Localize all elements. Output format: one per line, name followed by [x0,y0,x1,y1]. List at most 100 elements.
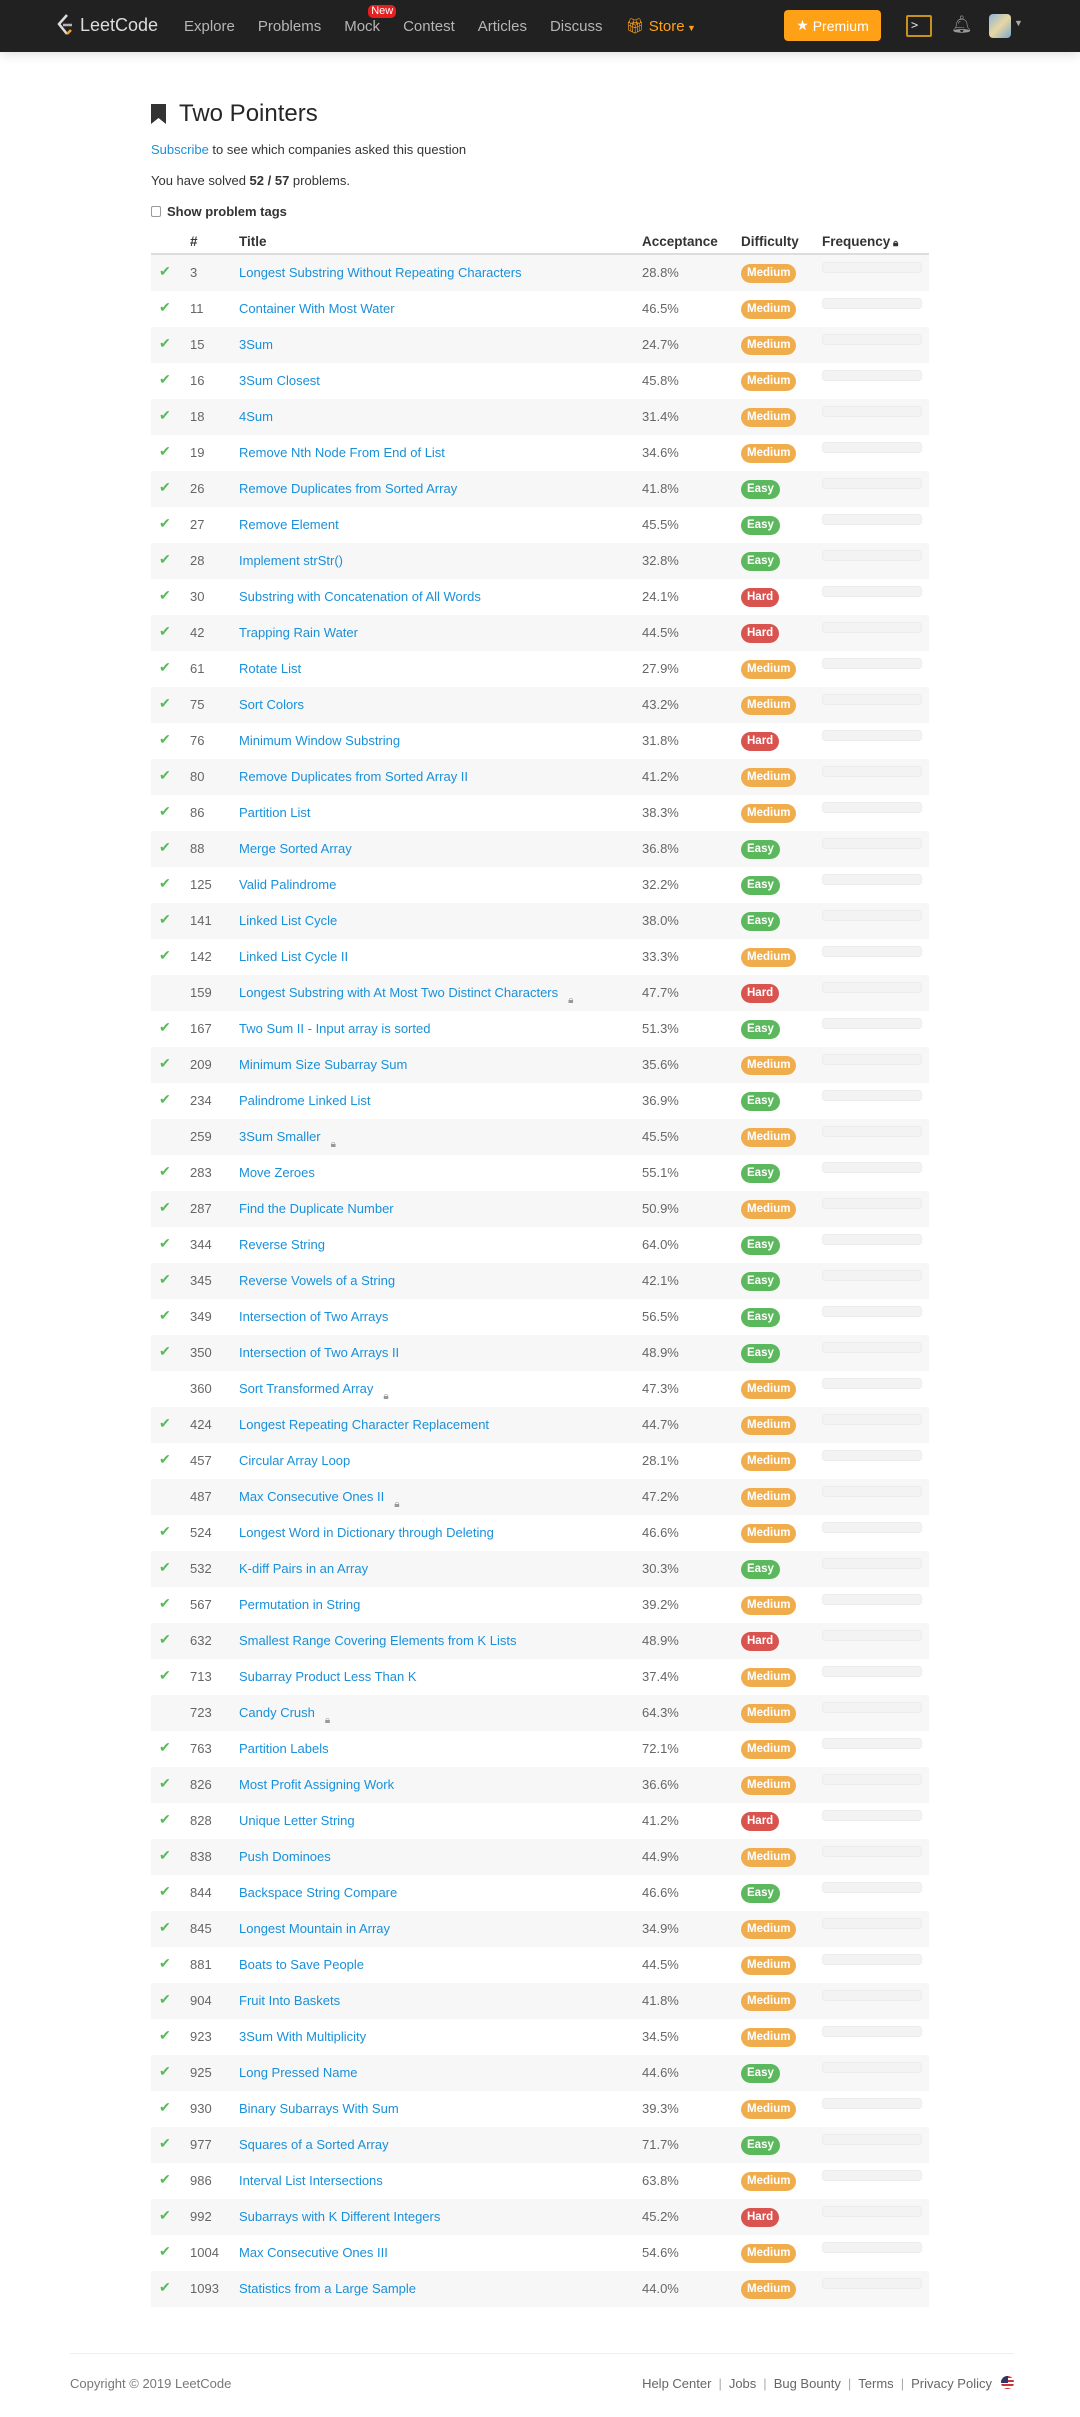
nav-articles[interactable]: Articles [477,17,527,35]
problem-title-link[interactable]: Interval List Intersections [239,2173,383,2188]
footer-bug-bounty[interactable]: Bug Bounty [773,2376,841,2391]
problem-title-link[interactable]: Backspace String Compare [239,1885,398,1900]
footer-help-center[interactable]: Help Center [642,2376,712,2391]
frequency-bar-locked [822,694,922,705]
problem-title-link[interactable]: Implement strStr() [239,553,344,568]
playground-terminal-icon[interactable]: > [906,15,932,37]
nav-explore[interactable]: Explore [184,17,235,35]
us-flag-icon[interactable] [1001,2376,1014,2389]
notification-bell-icon[interactable]: 🔔︎ [951,15,973,34]
frequency-bar-locked [822,1486,922,1497]
problem-title-cell: Merge Sorted Array [239,841,352,856]
avatar-caret-icon[interactable]: ▼ [1014,18,1023,28]
show-tags-checkbox[interactable] [151,206,161,217]
difficulty-badge: Medium [741,372,797,391]
table-row: 159 Longest Substring with At Most Two Di… [151,975,929,1011]
problem-title-link[interactable]: K-diff Pairs in an Array [239,1561,369,1576]
show-tags-toggle[interactable]: Show problem tags [151,204,929,219]
problem-title-link[interactable]: Find the Duplicate Number [239,1201,394,1216]
problem-title-link[interactable]: Circular Array Loop [239,1453,351,1468]
problem-title-link[interactable]: Subarrays with K Different Integers [239,2209,441,2224]
problem-title-link[interactable]: Boats to Save People [239,1957,365,1972]
problem-title-link[interactable]: Two Sum II - Input array is sorted [239,1021,431,1036]
problem-title-link[interactable]: Fruit Into Baskets [239,1993,341,2008]
problem-title-link[interactable]: Partition Labels [239,1741,329,1756]
problem-number: 904 [190,1993,212,2008]
table-row: ✔ 424 Longest Repeating Character Replacem… [151,1407,929,1443]
problem-title-link[interactable]: Longest Substring Without Repeating Char… [239,265,522,280]
problem-title-link[interactable]: Palindrome Linked List [239,1093,371,1108]
problem-title-link[interactable]: Linked List Cycle II [239,949,349,964]
difficulty-badge: Medium [741,1128,797,1147]
footer-terms[interactable]: Terms [858,2376,894,2391]
problem-title-link[interactable]: Merge Sorted Array [239,841,352,856]
problem-title-link[interactable]: Longest Substring with At Most Two Disti… [239,985,559,1000]
solved-count-line: You have solved 52 / 57 problems. [151,173,929,188]
header-acceptance[interactable]: Acceptance [642,234,718,249]
problem-title-link[interactable]: Push Dominoes [239,1849,331,1864]
problem-title-link[interactable]: Substring with Concatenation of All Word… [239,589,481,604]
problem-title-link[interactable]: 4Sum [239,409,273,424]
problem-title-link[interactable]: Longest Repeating Character Replacement [239,1417,490,1432]
problem-title-link[interactable]: Remove Element [239,517,339,532]
problem-title-link[interactable]: Partition List [239,805,311,820]
premium-button[interactable]: ★ Premium [784,10,881,41]
footer-jobs[interactable]: Jobs [728,2376,757,2391]
problem-title-link[interactable]: Minimum Size Subarray Sum [239,1057,408,1072]
problem-title-link[interactable]: Subarray Product Less Than K [239,1669,417,1684]
problem-title-link[interactable]: Sort Colors [239,697,305,712]
problem-title-link[interactable]: Sort Transformed Array [239,1381,374,1396]
problem-title-link[interactable]: Minimum Window Substring [239,733,401,748]
header-title[interactable]: Title [239,234,267,249]
difficulty-badge: Medium [741,1704,797,1723]
nav-contest[interactable]: Contest [403,17,455,35]
problem-title-link[interactable]: Squares of a Sorted Array [239,2137,389,2152]
leetcode-logo[interactable]: LeetCode [55,13,158,37]
problem-title-link[interactable]: Longest Mountain in Array [239,1921,391,1936]
problem-title-link[interactable]: Intersection of Two Arrays [239,1309,389,1324]
store-label: Store [648,18,685,35]
nav-problems[interactable]: Problems [257,17,322,35]
problem-title-link[interactable]: Permutation in String [239,1597,361,1612]
problem-title-link[interactable]: Reverse String [239,1237,325,1252]
problem-title-link[interactable]: Remove Duplicates from Sorted Array [239,481,458,496]
problem-title-link[interactable]: Candy Crush [239,1705,315,1720]
problem-title-link[interactable]: Rotate List [239,661,302,676]
nav-store[interactable]: 🎁︎ Store ▼ [625,17,696,35]
problem-title-link[interactable]: Linked List Cycle [239,913,338,928]
problem-title-link[interactable]: Reverse Vowels of a String [239,1273,396,1288]
problem-title-link[interactable]: Max Consecutive Ones II [239,1489,385,1504]
problem-title-link[interactable]: Unique Letter String [239,1813,355,1828]
problem-title-link[interactable]: Valid Palindrome [239,877,337,892]
problem-title-link[interactable]: Max Consecutive Ones III [239,2245,388,2260]
problem-title-link[interactable]: Trapping Rain Water [239,625,358,640]
problem-title-link[interactable]: Container With Most Water [239,301,395,316]
problem-title-cell: Reverse Vowels of a String [239,1273,395,1288]
problem-number: 977 [190,2137,212,2152]
problem-title-link[interactable]: 3Sum Closest [239,373,320,388]
problem-title-link[interactable]: 3Sum [239,337,273,352]
problem-title-link[interactable]: Longest Word in Dictionary through Delet… [239,1525,494,1540]
problem-title-link[interactable]: Remove Duplicates from Sorted Array II [239,769,469,784]
subscribe-link[interactable]: Subscribe [151,142,209,157]
problem-title-link[interactable]: Remove Nth Node From End of List [239,445,445,460]
problem-title-link[interactable]: Long Pressed Name [239,2065,358,2080]
problem-title-link[interactable]: Move Zeroes [239,1165,315,1180]
footer-privacy-policy[interactable]: Privacy Policy [911,2376,992,2391]
header-number[interactable]: # [190,234,198,249]
solved-check-icon: ✔ [159,479,171,495]
nav-mock[interactable]: Mock New [344,4,397,35]
header-difficulty[interactable]: Difficulty [741,234,799,249]
problem-title-link[interactable]: 3Sum With Multiplicity [239,2029,367,2044]
nav-discuss[interactable]: Discuss [549,17,603,35]
problem-title-link[interactable]: Intersection of Two Arrays II [239,1345,400,1360]
table-row: ✔ 844 Backspace String Compare 46.6% Easy [151,1875,929,1911]
problem-number: 16 [190,373,205,388]
problem-title-link[interactable]: Binary Subarrays With Sum [239,2101,399,2116]
problem-title-link[interactable]: Smallest Range Covering Elements from K … [239,1633,517,1648]
problem-title-link[interactable]: Most Profit Assigning Work [239,1777,395,1792]
user-avatar[interactable] [989,14,1011,38]
problem-title-link[interactable]: 3Sum Smaller [239,1129,321,1144]
header-frequency[interactable]: Frequency 🔒︎ [822,234,898,249]
problem-title-link[interactable]: Statistics from a Large Sample [239,2281,417,2296]
